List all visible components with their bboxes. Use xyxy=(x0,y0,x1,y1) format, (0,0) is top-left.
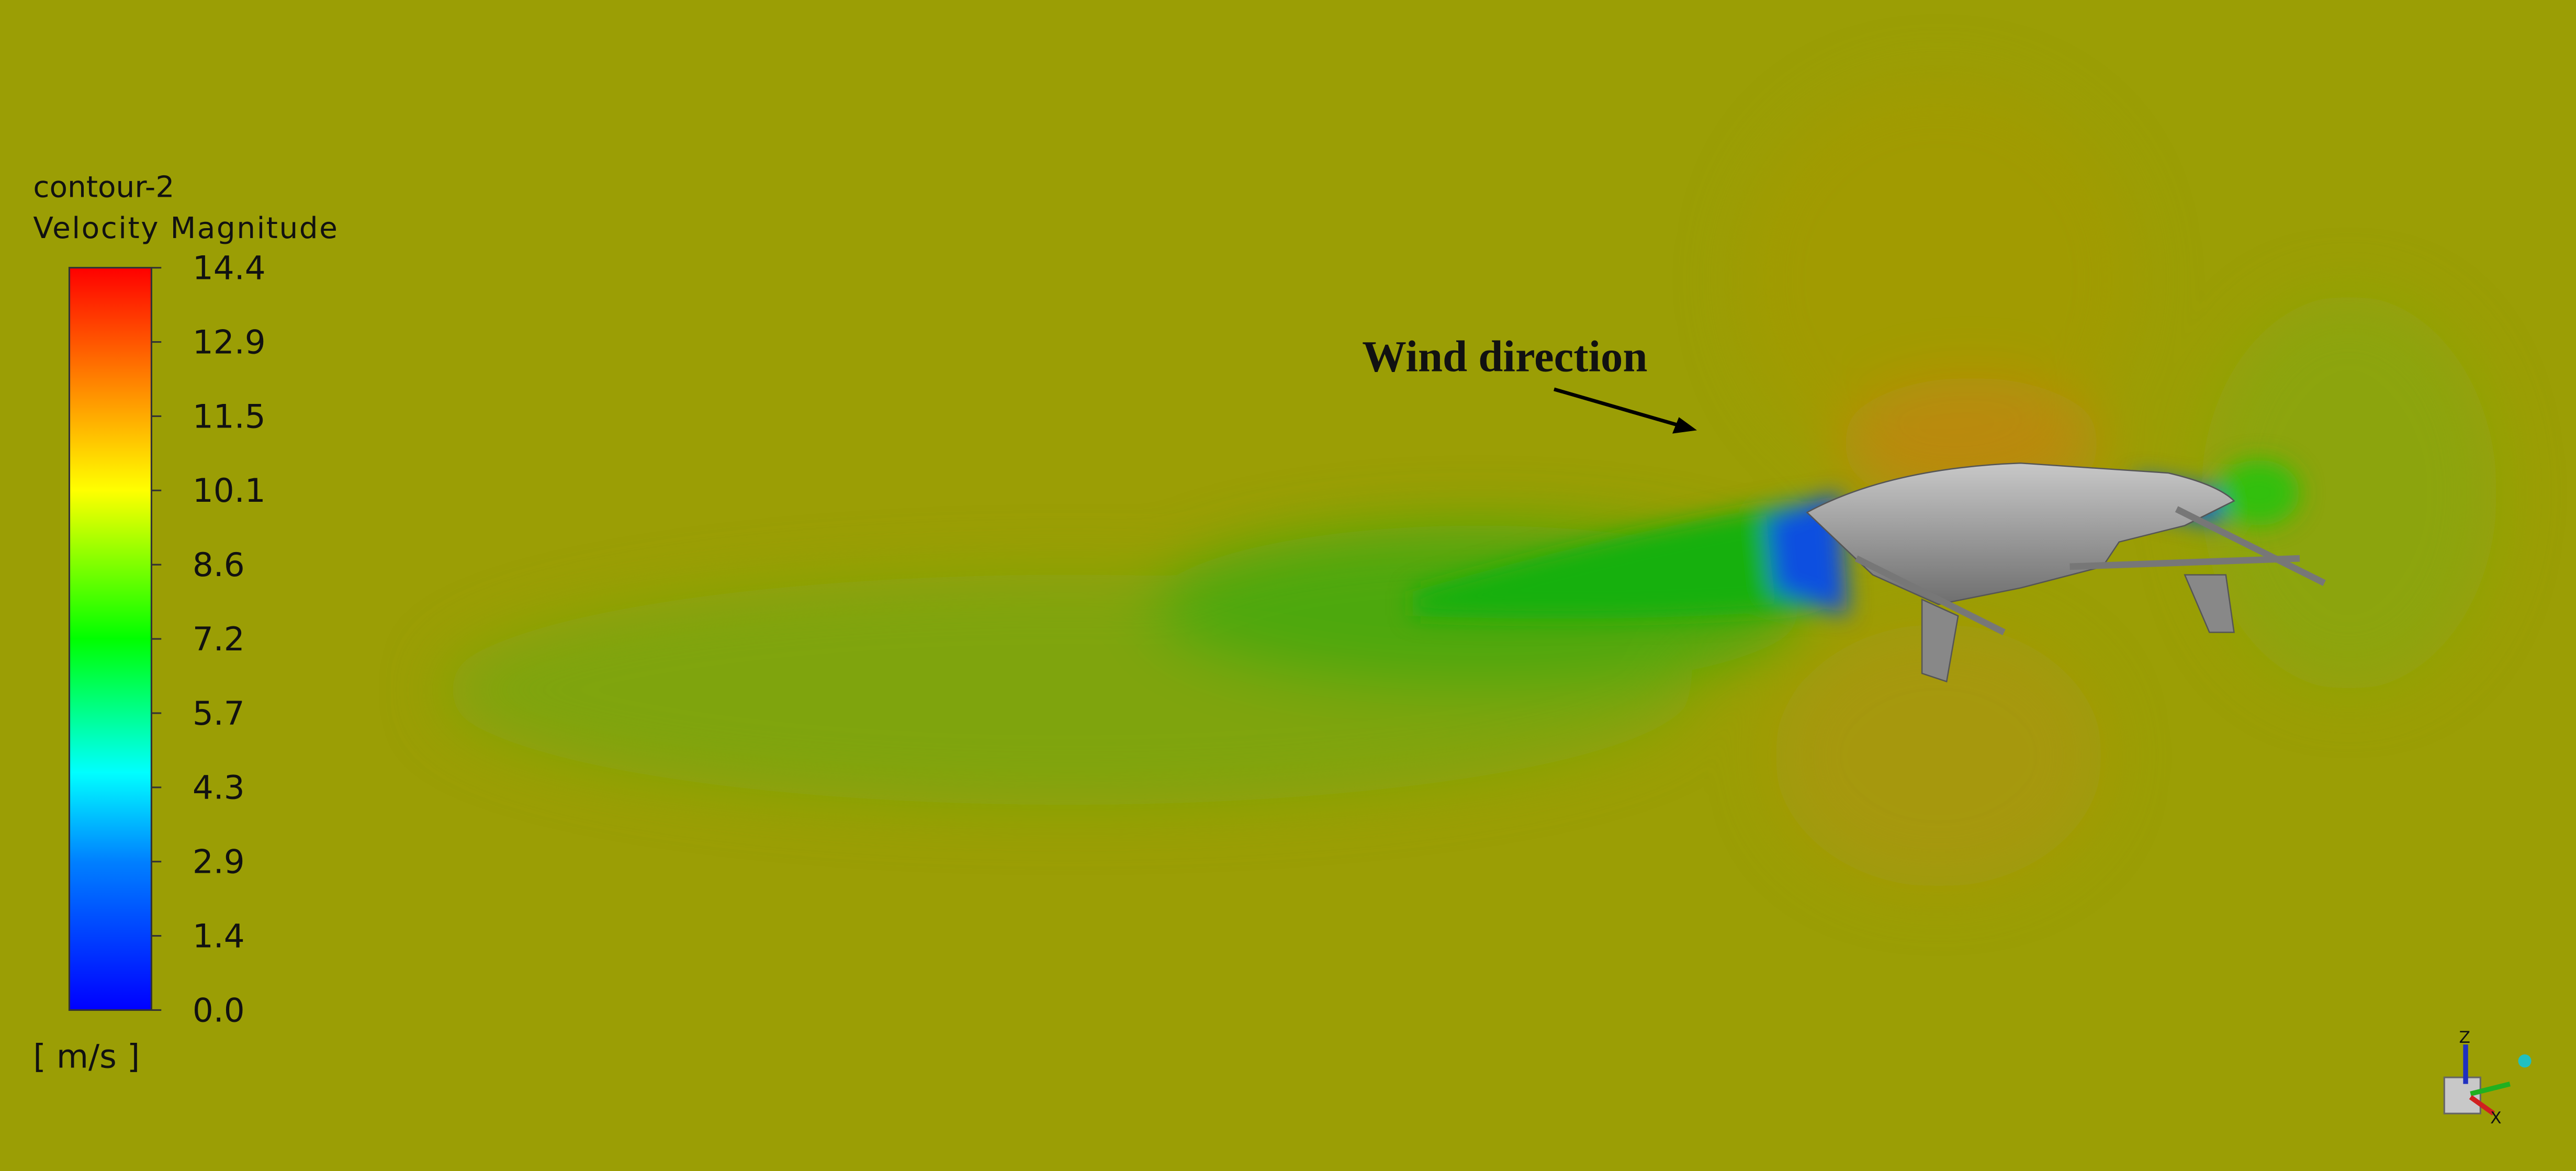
axis-triad: Z X xyxy=(2443,1028,2532,1128)
triad-z: Z xyxy=(2459,1028,2471,1047)
legend-subtitle: Velocity Magnitude xyxy=(33,211,339,245)
legend-unit: [ m/s ] xyxy=(33,1037,140,1075)
legend-ticks: 14.4 12.9 11.5 10.1 8.6 7.2 5.7 4.3 2.9 1.4 0.0 xyxy=(151,249,266,1029)
tick-label: 5.7 xyxy=(193,694,245,733)
arrow-shaft xyxy=(1554,387,1680,427)
tick-label: 12.9 xyxy=(193,323,266,361)
legend-title: contour-2 xyxy=(33,171,174,205)
tick-label: 14.4 xyxy=(193,249,266,287)
tick-label: 7.2 xyxy=(193,620,245,658)
drone xyxy=(1806,462,2326,683)
tick-label: 10.1 xyxy=(193,471,266,510)
tick-label: 1.4 xyxy=(193,917,245,955)
triad-x: X xyxy=(2490,1109,2502,1128)
tick-label: 11.5 xyxy=(193,397,266,435)
tick-label: 8.6 xyxy=(193,546,245,584)
flow-field xyxy=(444,82,2497,887)
annotation: Wind direction xyxy=(1362,332,1647,381)
tick-label: 0.0 xyxy=(193,991,245,1029)
color-bar xyxy=(68,267,152,1011)
arrow-head xyxy=(1672,417,1697,434)
tick-label: 2.9 xyxy=(193,843,245,881)
tick-label: 4.3 xyxy=(193,769,245,807)
